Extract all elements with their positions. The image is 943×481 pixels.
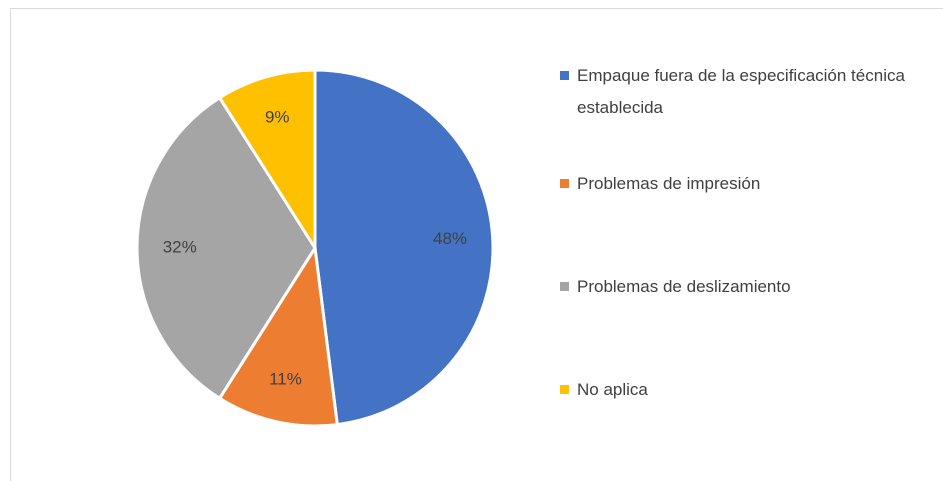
pie-slice	[313, 68, 495, 427]
pie-slice	[217, 243, 339, 428]
pie-slice	[135, 95, 317, 401]
data-label: 11%	[269, 370, 302, 389]
data-label: 32%	[163, 237, 197, 256]
legend-swatch	[560, 282, 569, 291]
legend-label: No aplica	[577, 380, 648, 399]
legend-swatch	[560, 71, 569, 80]
chart-frame	[10, 8, 943, 481]
legend-item: No aplica	[560, 374, 920, 406]
pie-slice	[217, 68, 317, 254]
legend-swatch	[560, 385, 569, 394]
legend-item: Problemas de deslizamiento	[560, 271, 920, 303]
data-label: 9%	[265, 108, 290, 127]
legend-item: Empaque fuera de la especificación técni…	[560, 60, 920, 124]
legend-item: Problemas de impresión	[560, 168, 920, 200]
legend-label: Problemas de impresión	[577, 174, 761, 193]
data-label: 48%	[433, 229, 467, 248]
legend-swatch	[560, 179, 569, 188]
legend-label: Empaque fuera de la especificación técni…	[577, 66, 905, 117]
legend-label: Problemas de deslizamiento	[577, 277, 791, 296]
